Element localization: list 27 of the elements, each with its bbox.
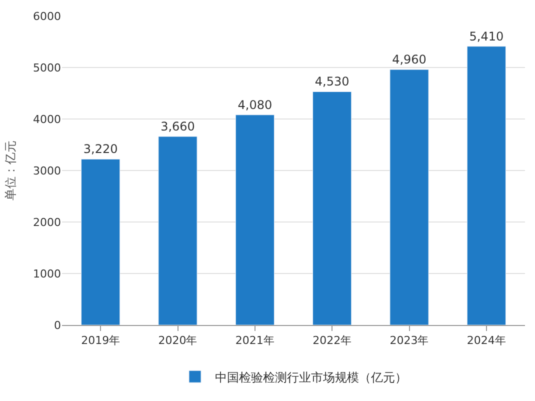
legend-label: 中国检验检测行业市场规模（亿元）	[215, 370, 407, 384]
x-tick-label: 2021年	[235, 334, 274, 348]
x-tick-label: 2020年	[158, 334, 198, 348]
x-tick-label: 2024年	[466, 334, 506, 348]
bar	[390, 69, 429, 325]
data-label: 5,410	[469, 29, 504, 44]
x-tick-label: 2023年	[390, 334, 429, 348]
bar	[158, 136, 198, 325]
x-tick-label: 2022年	[312, 334, 352, 348]
y-tick-label: 4000	[33, 112, 61, 126]
data-label: 3,220	[83, 142, 118, 156]
y-tick-label: 6000	[33, 10, 61, 23]
y-tick-label: 0	[54, 318, 61, 332]
bar	[235, 114, 274, 325]
bar	[81, 158, 120, 325]
bar	[466, 46, 506, 325]
y-axis-title: 单位：亿元	[3, 140, 18, 200]
data-label: 4,960	[392, 52, 426, 67]
x-tick-label: 2019年	[81, 334, 120, 348]
y-tick-label: 1000	[33, 267, 61, 280]
data-label: 4,080	[238, 98, 272, 112]
data-label: 4,530	[314, 74, 350, 89]
data-label: 3,660	[160, 120, 195, 134]
bar	[312, 91, 352, 325]
y-tick-label: 2000	[33, 216, 61, 229]
y-tick-label: 3000	[33, 164, 61, 178]
y-tick-label: 5000	[33, 61, 61, 74]
